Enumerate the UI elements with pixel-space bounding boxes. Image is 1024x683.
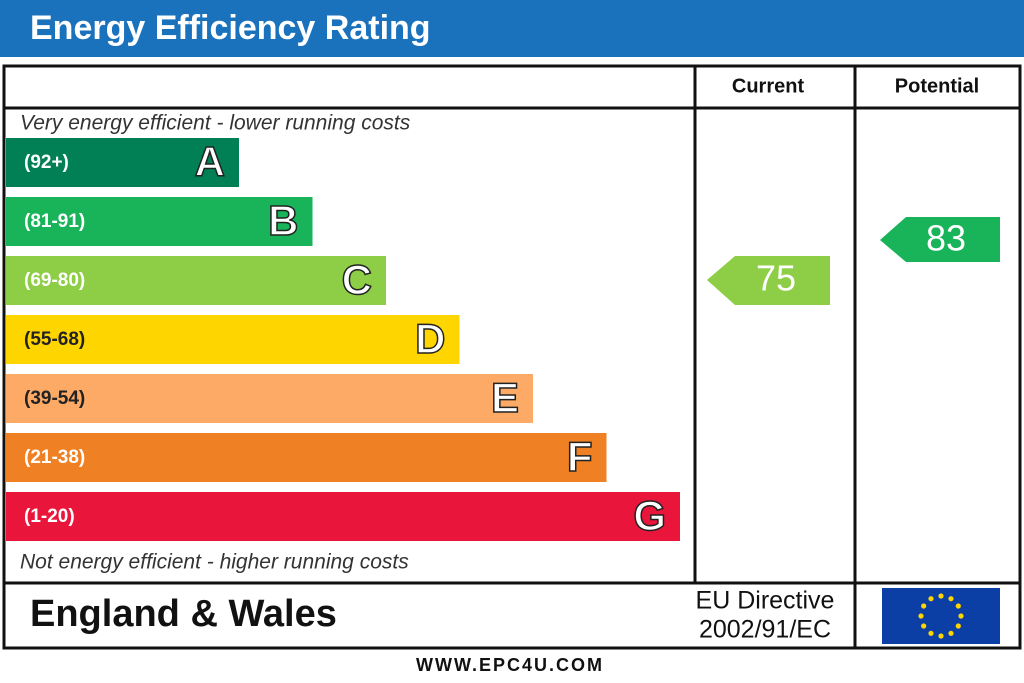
band-bar [6,433,607,482]
star [938,593,944,599]
potential-rating: 83 [926,218,966,259]
band-range: (21-38) [24,447,85,468]
star [928,596,934,602]
top-note: Very energy efficient - lower running co… [20,112,411,135]
band-letter: B [268,197,298,244]
band-letter: D [415,315,445,362]
title-bar [0,0,1024,57]
star [928,630,934,636]
column-header: Current [732,75,805,97]
band-range: (55-68) [24,329,85,350]
band-range: (81-91) [24,211,85,232]
footer: WWW.EPC4U.COM [416,655,604,675]
band-letter: F [567,433,593,480]
star [948,630,954,636]
band-bar [6,374,533,423]
bottom-note: Not energy efficient - higher running co… [20,551,409,574]
star [955,623,961,629]
band-bar [6,315,460,364]
current-rating: 75 [756,258,796,299]
band-bar [6,492,680,541]
band-range: (92+) [24,152,69,173]
band-bar [6,256,386,305]
star [921,603,927,609]
band-letter: A [195,138,225,185]
region: England & Wales [30,593,337,635]
column-header: Potential [895,75,979,97]
frame [2,64,1022,650]
band-range: (39-54) [24,388,85,409]
star [938,633,944,639]
band-bar [6,197,313,246]
bands: (92+) A (81-91) B (69-80) C (55-68) D (39-54) E (2… [6,137,680,541]
eu-stars [918,593,964,639]
band-letter: G [633,492,666,539]
band-bar [6,138,239,187]
band-range: (69-80) [24,270,85,291]
star [918,613,924,619]
star [948,596,954,602]
directive: EU Directive [696,587,835,615]
band-range: (1-20) [24,506,75,527]
potential-arrow [880,217,1000,262]
star [958,613,964,619]
band-letter: C [342,256,372,303]
star [955,603,961,609]
band-letter: E [491,374,519,421]
directive: 2002/91/EC [699,616,831,644]
current-arrow [707,256,830,305]
title: Energy Efficiency Rating [30,9,431,47]
star [921,623,927,629]
